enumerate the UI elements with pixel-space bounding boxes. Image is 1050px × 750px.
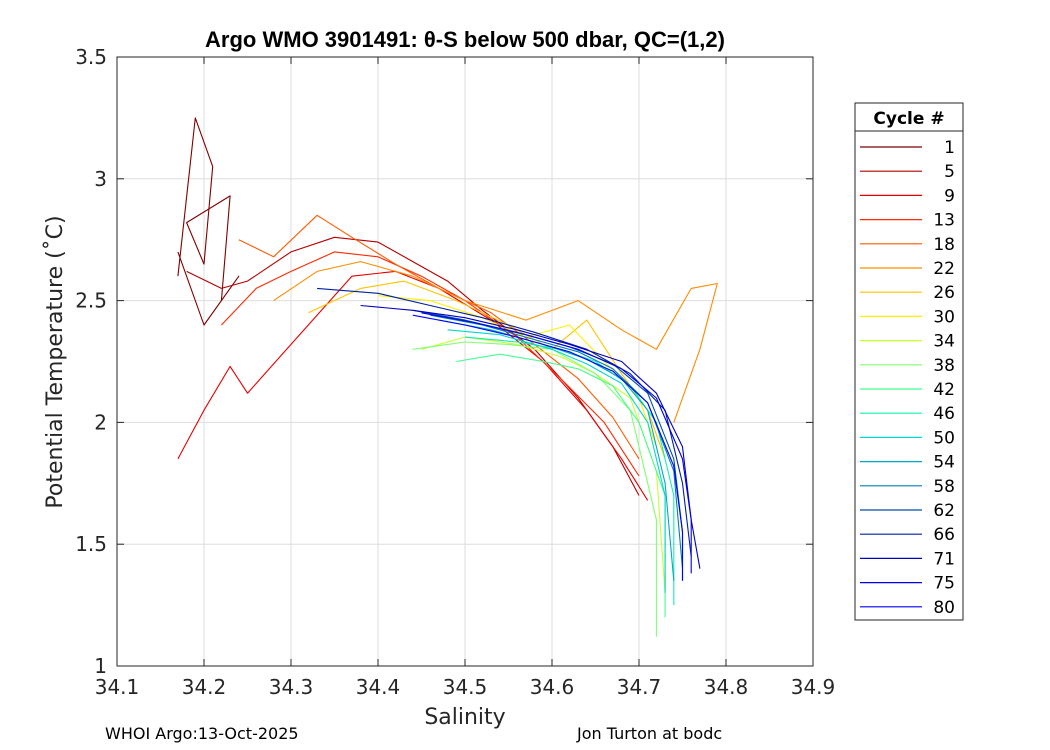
legend-label-30: 30 — [933, 307, 955, 327]
legend-label-26: 26 — [933, 283, 955, 303]
legend-label-75: 75 — [933, 574, 955, 594]
footer-left: WHOI Argo:13-Oct-2025 — [105, 724, 299, 743]
series-line-cycle-75 — [421, 312, 692, 574]
series-line-cycle-54 — [438, 319, 675, 581]
series-line-cycle-22 — [273, 261, 718, 423]
series-line-cycle-1 — [177, 117, 240, 326]
ticks: 34.1 34.2 34.3 34.4 34.5 34.6 34.7 34.8 34.9 1 1.5… — [75, 45, 835, 699]
y-tick-label: 1.5 — [75, 532, 107, 556]
x-tick-label: 34.1 — [95, 675, 140, 699]
legend: Cycle # 1 5 9 13 18 22 26 30 34 38 42 46 50 54 58 62 66 7… — [854, 102, 964, 621]
y-tick-label: 1 — [94, 654, 107, 678]
x-axis-label: Salinity — [424, 705, 505, 730]
legend-label-13: 13 — [933, 211, 955, 231]
chart-title: Argo WMO 3901491: θ-S below 500 dbar, QC… — [205, 27, 725, 52]
legend-label-34: 34 — [933, 332, 955, 352]
series-line-cycle-50 — [447, 329, 666, 593]
legend-label-50: 50 — [933, 428, 955, 448]
series-line-cycle-13 — [221, 251, 640, 477]
x-tick-label: 34.3 — [269, 675, 314, 699]
x-tick-label: 34.4 — [356, 675, 401, 699]
legend-label-22: 22 — [933, 259, 955, 279]
series-line-cycle-38 — [412, 341, 657, 637]
legend-label-18: 18 — [933, 235, 955, 255]
legend-label-46: 46 — [933, 404, 955, 424]
series-line-cycle-5 — [186, 236, 640, 496]
series-line-cycle-58 — [430, 314, 684, 569]
legend-label-1: 1 — [944, 138, 955, 158]
legend-label-9: 9 — [944, 186, 955, 206]
series-layer — [177, 117, 718, 637]
series-line-cycle-80 — [412, 314, 684, 581]
legend-label-42: 42 — [933, 380, 955, 400]
y-tick-label: 3 — [94, 167, 107, 191]
legend-label-54: 54 — [933, 453, 955, 473]
footer-right: Jon Turton at bodc — [577, 724, 723, 743]
legend-label-38: 38 — [933, 356, 955, 376]
series-line-cycle-71 — [360, 304, 701, 569]
legend-label-71: 71 — [933, 549, 955, 569]
x-tick-label: 34.7 — [617, 675, 662, 699]
series-line-cycle-66 — [317, 287, 692, 557]
y-tick-label: 2 — [94, 410, 107, 434]
legend-items: 1 5 9 13 18 22 26 30 34 38 42 46 50 54 58 62 66 71 75 80 — [860, 138, 955, 618]
legend-label-5: 5 — [944, 162, 955, 182]
legend-title: Cycle # — [873, 109, 944, 129]
x-tick-label: 34.6 — [530, 675, 575, 699]
y-tick-label: 2.5 — [75, 289, 107, 313]
x-tick-label: 34.9 — [791, 675, 836, 699]
series-line-cycle-42 — [456, 353, 666, 618]
x-tick-label: 34.8 — [704, 675, 749, 699]
y-axis-label: Potential Temperature (˚C) — [43, 215, 68, 508]
x-tick-label: 34.2 — [182, 675, 227, 699]
legend-label-80: 80 — [933, 598, 955, 618]
x-tick-label: 34.5 — [443, 675, 488, 699]
y-tick-label: 3.5 — [75, 45, 107, 69]
legend-label-58: 58 — [933, 477, 955, 497]
legend-label-66: 66 — [933, 525, 955, 545]
legend-label-62: 62 — [933, 501, 955, 521]
